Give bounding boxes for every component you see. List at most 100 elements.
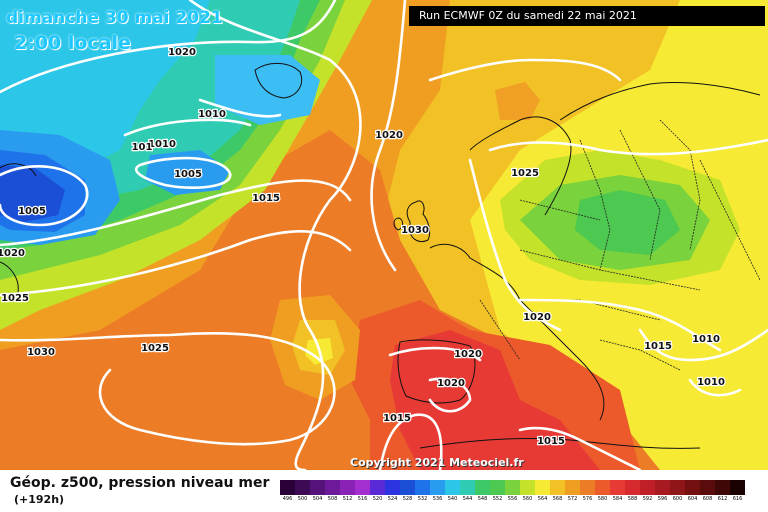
legend-tick-label: 616 <box>732 496 743 502</box>
legend-swatch: 580 <box>595 480 610 502</box>
legend-swatch: 572 <box>565 480 580 502</box>
legend-swatch: 616 <box>730 480 745 502</box>
pressure-label: 1010 <box>697 377 725 388</box>
isobar-line <box>388 346 482 362</box>
legend-swatch: 500 <box>295 480 310 502</box>
pressure-label: 1025 <box>1 293 29 304</box>
legend-tick-label: 532 <box>417 496 428 502</box>
forecast-date: dimanche 30 mai 2021 <box>6 8 223 28</box>
legend-swatch: 540 <box>445 480 460 502</box>
country-borders <box>479 119 761 371</box>
pressure-label: 1005 <box>174 169 202 180</box>
legend-swatch: 504 <box>310 480 325 502</box>
legend-swatch: 528 <box>400 480 415 502</box>
legend-tick-label: 540 <box>447 496 458 502</box>
forecast-range: (+192h) <box>14 493 65 506</box>
pressure-label: 1015 <box>383 413 411 424</box>
country-border <box>519 249 701 291</box>
legend-tick-label: 528 <box>402 496 413 502</box>
legend-tick-label: 568 <box>552 496 563 502</box>
copyright-notice: Copyright 2021 Meteociel.fr <box>350 456 524 469</box>
pressure-label: 1015 <box>537 436 565 447</box>
legend-swatch: 608 <box>700 480 715 502</box>
pressure-label: 1030 <box>27 347 55 358</box>
legend-swatch: 564 <box>535 480 550 502</box>
legend-tick-label: 608 <box>702 496 713 502</box>
pressure-label: 1030 <box>401 225 429 236</box>
legend-swatch: 532 <box>415 480 430 502</box>
isobar-line <box>638 328 768 362</box>
legend-tick-label: 544 <box>462 496 473 502</box>
isobars <box>0 0 768 470</box>
pressure-label: 1020 <box>0 248 25 259</box>
geopotential-fill <box>0 0 768 470</box>
legend-swatch: 584 <box>610 480 625 502</box>
legend-swatch: 568 <box>550 480 565 502</box>
coastline <box>419 437 701 449</box>
pressure-label: 1005 <box>18 206 46 217</box>
isobar-line <box>370 0 407 272</box>
country-border <box>699 159 761 281</box>
isobar-line <box>123 118 252 137</box>
pressure-label: 101 <box>132 142 153 153</box>
country-border <box>579 139 611 271</box>
legend-tick-label: 572 <box>567 496 578 502</box>
legend-swatch: 604 <box>685 480 700 502</box>
legend-tick-label: 588 <box>627 496 638 502</box>
pressure-label: 1025 <box>141 343 169 354</box>
legend-tick-label: 500 <box>297 496 308 502</box>
country-border <box>519 199 601 221</box>
legend-tick-label: 564 <box>537 496 548 502</box>
legend-tick-label: 584 <box>612 496 623 502</box>
isobar-line <box>188 0 362 470</box>
isobar-line <box>0 331 336 446</box>
color-scale: 496 500 504 508 512 516 520 524 528 532 536 540 544 5… <box>280 480 745 502</box>
isobar-line <box>378 413 443 470</box>
color-region <box>0 165 65 222</box>
pressure-labels: 1020 1010 1010 101 1005 1005 1015 1020 1025 1030 1… <box>0 46 726 449</box>
legend-swatch: 512 <box>340 480 355 502</box>
isobar-line <box>428 58 622 82</box>
legend-tick-label: 520 <box>372 496 383 502</box>
legend-tick-label: 604 <box>687 496 698 502</box>
color-region <box>215 55 320 125</box>
legend-tick-label: 512 <box>342 496 353 502</box>
legend-tick-label: 524 <box>387 496 398 502</box>
legend-tick-label: 548 <box>477 496 488 502</box>
legend-swatch: 560 <box>520 480 535 502</box>
legend-title: Géop. z500, pression niveau mer <box>10 475 270 491</box>
legend-tick-label: 580 <box>597 496 608 502</box>
legend-tick-label: 508 <box>327 496 338 502</box>
country-border <box>599 339 681 371</box>
legend-tick-label: 592 <box>642 496 653 502</box>
legend-swatch: 516 <box>355 480 370 502</box>
legend-tick-label: 596 <box>657 496 668 502</box>
run-info-banner: Run ECMWF 0Z du samedi 22 mai 2021 <box>409 6 765 26</box>
isobar-line <box>0 179 352 247</box>
coastline <box>0 261 19 293</box>
map-canvas: 1020 1010 1010 101 1005 1005 1015 1020 1025 1030 1… <box>0 0 768 470</box>
legend-bar: Géop. z500, pression niveau mer (+192h) … <box>0 470 768 512</box>
legend-tick-label: 552 <box>492 496 503 502</box>
legend-swatch: 496 <box>280 480 295 502</box>
legend-swatch: 556 <box>505 480 520 502</box>
legend-swatch: 596 <box>655 480 670 502</box>
legend-tick-label: 516 <box>357 496 368 502</box>
isobar-line <box>518 298 722 352</box>
color-region <box>575 190 680 255</box>
isobar-line <box>0 0 337 94</box>
legend-swatch: 592 <box>640 480 655 502</box>
isobar-line <box>428 377 472 413</box>
isobar-line <box>468 158 562 332</box>
isobar-line <box>688 378 742 397</box>
legend-swatch: 612 <box>715 480 730 502</box>
color-region <box>495 82 540 120</box>
pressure-label: 1010 <box>692 334 720 345</box>
legend-tick-label: 600 <box>672 496 683 502</box>
legend-swatch: 576 <box>580 480 595 502</box>
legend-tick-label: 560 <box>522 496 533 502</box>
pressure-label: 1020 <box>454 349 482 360</box>
legend-tick-label: 556 <box>507 496 518 502</box>
isobar-line <box>0 164 89 227</box>
